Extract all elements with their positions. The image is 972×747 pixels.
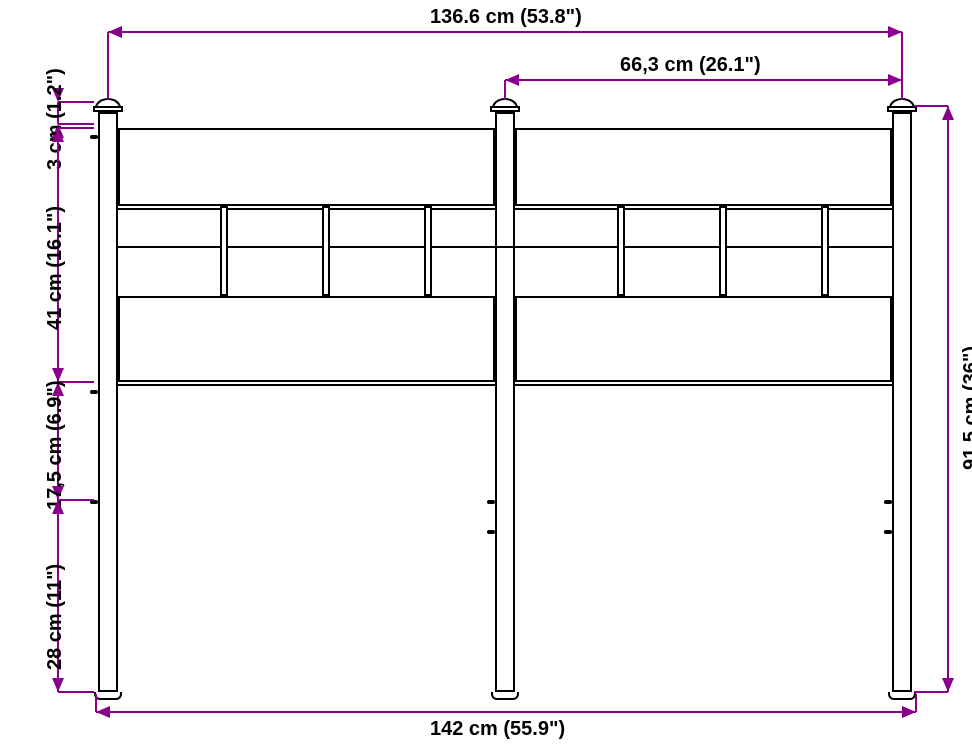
bolt (487, 530, 495, 534)
dim-arrow (52, 128, 64, 142)
slat (617, 206, 625, 296)
dim-label-panel-height: 41 cm (16.1") (44, 206, 67, 330)
dim-arrow (888, 26, 902, 38)
dim-line-total-height-right (947, 106, 949, 692)
dim-arrow (902, 706, 916, 718)
bolt (90, 135, 98, 139)
dim-ext (504, 80, 506, 100)
dim-label-cap-height: 3 cm (1.2") (44, 68, 67, 170)
dim-ext (914, 691, 948, 693)
slat (821, 206, 829, 296)
slat (719, 206, 727, 296)
dim-ext (95, 694, 97, 712)
post-foot (94, 692, 122, 700)
panel-bottom2 (515, 296, 892, 382)
slat (322, 206, 330, 296)
dim-ext (58, 127, 94, 129)
dim-arrow (52, 678, 64, 692)
dim-arrow (96, 706, 110, 718)
dim-ext (58, 691, 94, 693)
dim-ext (915, 694, 917, 712)
dim-arrow (108, 26, 122, 38)
post-foot (888, 692, 916, 700)
dim-label-total-height-right: 91,5 cm (36") (960, 346, 972, 470)
panel-top1 (118, 128, 495, 206)
dim-line-bottom-width (96, 711, 916, 713)
post-center (495, 112, 515, 692)
dim-label-bottom-width: 142 cm (55.9") (430, 718, 565, 741)
dim-line-total-width-top (108, 31, 902, 33)
bolt (884, 530, 892, 534)
dim-label-mid-gap: 17,5 cm (6.9") (44, 380, 67, 510)
dim-label-leg-height: 28 cm (11") (44, 564, 67, 670)
post-foot (491, 692, 519, 700)
dim-arrow (505, 74, 519, 86)
bolt (487, 500, 495, 504)
dim-ext (914, 105, 948, 107)
panel-top2 (515, 128, 892, 206)
dim-ext (901, 80, 903, 100)
dim-ext (58, 499, 94, 501)
post-right (892, 112, 912, 692)
dim-label-total-width-top: 136.6 cm (53.8") (430, 6, 582, 29)
dim-label-section-width-top: 66,3 cm (26.1") (620, 54, 761, 77)
dim-arrow (942, 678, 954, 692)
bolt (90, 390, 98, 394)
dim-arrow (52, 500, 64, 514)
panel-bottom1 (118, 296, 495, 382)
dim-line-section-width-top (505, 79, 902, 81)
dim-arrow (888, 74, 902, 86)
mid-rail (118, 246, 892, 248)
bolt (884, 500, 892, 504)
post-left (98, 112, 118, 692)
slat (220, 206, 228, 296)
dim-arrow (942, 106, 954, 120)
slat (424, 206, 432, 296)
dim-ext (107, 32, 109, 100)
